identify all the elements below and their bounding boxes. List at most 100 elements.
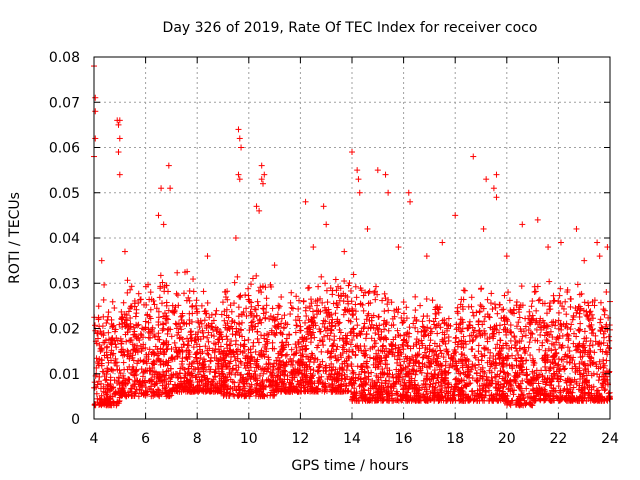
data-point xyxy=(576,313,583,320)
data-point xyxy=(597,316,604,323)
data-point xyxy=(597,299,604,306)
data-point xyxy=(310,367,317,374)
data-point-peak xyxy=(493,194,500,201)
data-point xyxy=(366,288,373,295)
data-point xyxy=(105,336,112,343)
data-point xyxy=(293,293,300,300)
data-point xyxy=(130,357,137,364)
data-point xyxy=(262,383,269,390)
data-point xyxy=(184,268,191,275)
data-point xyxy=(265,354,272,361)
data-point xyxy=(205,329,212,336)
data-point xyxy=(260,370,267,377)
data-point xyxy=(205,363,212,370)
data-point xyxy=(124,347,131,354)
data-point xyxy=(194,333,201,340)
data-point xyxy=(519,333,526,340)
data-point xyxy=(518,283,525,290)
data-point xyxy=(417,302,424,309)
data-point xyxy=(423,296,430,303)
data-point xyxy=(352,301,359,308)
data-point xyxy=(152,380,159,387)
data-point xyxy=(102,337,109,344)
data-point xyxy=(544,338,551,345)
data-point xyxy=(178,360,185,367)
data-point xyxy=(226,326,233,333)
data-point xyxy=(164,316,171,323)
data-point xyxy=(381,290,388,297)
data-point xyxy=(482,313,489,320)
data-point xyxy=(492,304,499,311)
data-point-peak xyxy=(236,135,243,142)
data-point xyxy=(150,358,157,365)
data-point xyxy=(217,343,224,350)
data-point xyxy=(404,342,411,349)
data-point xyxy=(204,334,211,341)
data-point xyxy=(208,320,215,327)
data-point xyxy=(120,379,127,386)
y-tick-label: 0.04 xyxy=(49,231,80,247)
data-point xyxy=(567,303,574,310)
data-point-peak xyxy=(204,253,211,260)
data-point xyxy=(224,288,231,295)
data-point xyxy=(108,347,115,354)
data-point xyxy=(101,396,108,403)
data-point xyxy=(155,308,162,315)
data-point xyxy=(174,352,181,359)
data-point xyxy=(198,374,205,381)
data-point xyxy=(328,353,335,360)
data-point xyxy=(257,284,264,291)
data-point xyxy=(157,285,164,292)
y-axis-label: ROTI / TECUs xyxy=(7,192,23,284)
data-point-peak xyxy=(232,235,239,241)
data-point xyxy=(332,310,339,317)
data-point xyxy=(174,388,181,395)
data-point xyxy=(189,360,196,367)
data-point xyxy=(119,382,126,389)
data-point xyxy=(400,310,407,317)
data-point xyxy=(562,298,569,305)
data-point xyxy=(222,322,229,329)
data-point xyxy=(227,302,234,309)
data-point xyxy=(101,352,108,359)
data-point xyxy=(202,343,209,350)
data-point xyxy=(159,327,166,334)
data-point xyxy=(231,392,238,399)
data-point xyxy=(145,281,152,288)
data-point xyxy=(336,335,343,342)
data-point xyxy=(527,352,534,359)
data-point xyxy=(103,376,110,383)
data-point xyxy=(221,317,228,324)
data-point xyxy=(113,402,120,409)
data-point xyxy=(147,334,154,341)
x-tick-labels: 4 6 8 10 12 14 16 18 20 22 24 xyxy=(90,431,619,447)
data-point xyxy=(233,328,240,335)
data-point xyxy=(182,383,189,390)
data-point xyxy=(163,339,170,346)
data-point xyxy=(252,323,259,330)
data-point-peak xyxy=(258,162,265,169)
data-point xyxy=(601,387,608,394)
data-point xyxy=(168,354,175,361)
data-point xyxy=(226,342,233,349)
data-point xyxy=(295,305,302,312)
data-point xyxy=(224,336,231,343)
data-point xyxy=(144,367,151,374)
data-point xyxy=(107,374,114,381)
data-point xyxy=(226,369,233,376)
data-point xyxy=(510,391,517,398)
data-point xyxy=(95,360,102,367)
data-point xyxy=(204,383,211,390)
data-point xyxy=(146,368,153,375)
data-point xyxy=(503,331,510,338)
data-point-peak xyxy=(596,253,603,260)
data-point xyxy=(165,393,172,400)
data-point xyxy=(143,301,150,308)
data-point xyxy=(236,293,243,300)
data-point xyxy=(118,385,125,392)
data-point xyxy=(103,344,110,351)
data-point xyxy=(111,304,118,311)
data-point-peak xyxy=(235,126,242,133)
data-point xyxy=(177,334,184,341)
data-point xyxy=(156,294,163,301)
